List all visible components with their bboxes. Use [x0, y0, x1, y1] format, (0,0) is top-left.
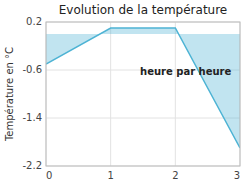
x-tick-label: 2 — [172, 170, 178, 181]
grid-line — [110, 22, 111, 166]
x-tick-label: 3 — [234, 170, 240, 181]
plot-background — [46, 22, 240, 166]
x-tick-label: 0 — [46, 170, 52, 181]
plot-area — [46, 28, 240, 148]
y-tick-label: 0.2 — [26, 16, 42, 27]
chart: 0.2 -0.6 -1.4 -2.2 0 1 2 3 Evolution de la tempé… — [0, 0, 250, 188]
x-axis-label: heure par heure — [140, 66, 231, 77]
plot-frame — [46, 22, 240, 166]
y-axis-label: Température en °C — [4, 47, 15, 142]
grid-line — [46, 118, 240, 119]
title: Evolution de la température — [59, 3, 228, 17]
area — [46, 28, 240, 148]
line — [46, 28, 240, 148]
y-tick-label: -1.4 — [22, 112, 42, 123]
y-tick-label: -2.2 — [22, 160, 42, 171]
y-tick-label: -0.6 — [22, 64, 42, 75]
x-tick-label: 1 — [107, 170, 113, 181]
grid — [46, 22, 240, 166]
grid-line — [175, 22, 176, 166]
